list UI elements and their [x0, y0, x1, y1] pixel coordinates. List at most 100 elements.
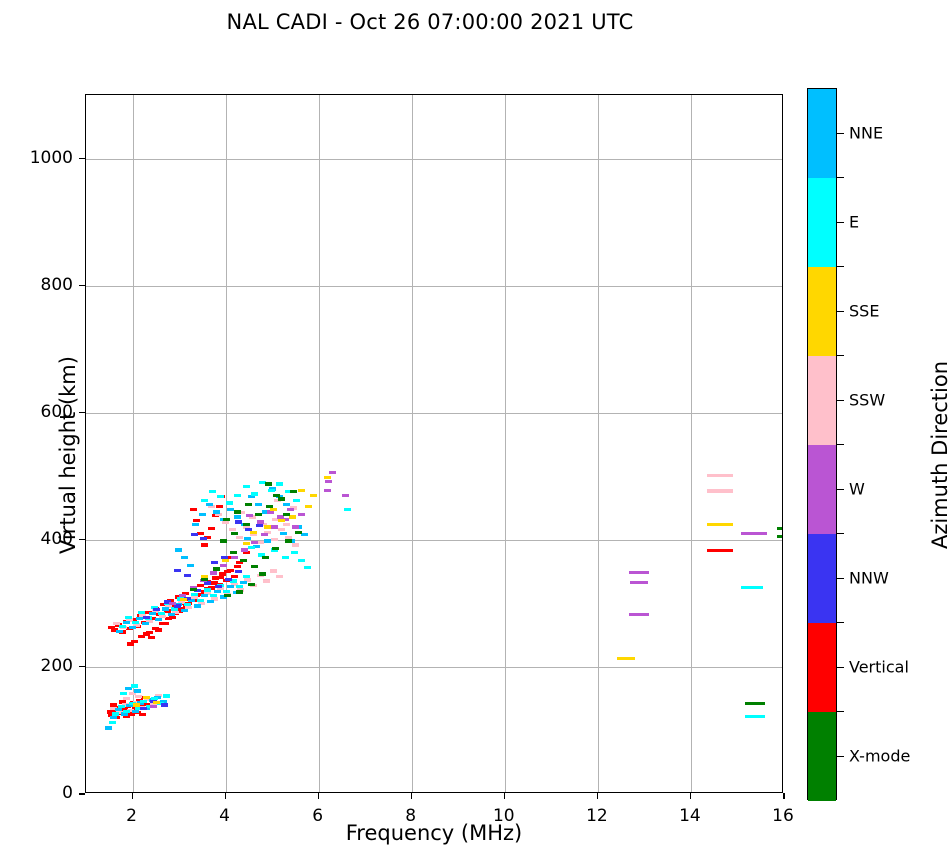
y-axis-tick: [79, 665, 85, 668]
echo-mark: [301, 533, 309, 537]
echo-trace: [629, 580, 648, 585]
echo-mark: [257, 540, 264, 545]
echo-mark: [115, 707, 123, 712]
echo-mark: [106, 710, 114, 714]
echo-mark: [201, 543, 209, 547]
echo-mark: [277, 519, 285, 523]
echo-mark: [155, 693, 163, 698]
echo-mark: [110, 707, 118, 711]
y-axis-tick-label: 1000: [29, 147, 73, 168]
colorbar-boundary-tick: [837, 533, 844, 535]
y-axis-tick: [79, 411, 85, 414]
echo-mark: [183, 596, 191, 600]
echo-trace: [706, 489, 733, 493]
echo-mark: [223, 589, 230, 593]
echo-mark: [211, 576, 219, 580]
x-axis-tick: [689, 793, 692, 799]
echo-mark: [184, 606, 192, 610]
echo-mark: [148, 611, 156, 616]
echo-mark: [239, 558, 247, 562]
echo-mark: [266, 505, 274, 509]
echo-mark: [144, 610, 152, 614]
echo-mark: [116, 629, 123, 633]
gridlines: [86, 95, 782, 792]
echo-mark: [163, 600, 171, 604]
echo-mark: [236, 585, 244, 589]
echo-trace: [744, 714, 765, 719]
echo-mark: [125, 686, 133, 691]
colorbar-label-x-mode: X-mode: [849, 746, 911, 765]
echo-mark: [259, 572, 267, 576]
echo-mark: [117, 704, 125, 708]
plot-area: [85, 94, 783, 793]
echo-mark: [226, 585, 234, 589]
echo-mark: [224, 569, 232, 574]
echo-mark: [126, 618, 134, 622]
echo-mark: [329, 470, 337, 475]
echo-mark: [243, 550, 250, 555]
x-axis-title: Frequency (MHz): [345, 821, 523, 845]
echo-mark: [269, 507, 277, 511]
echo-mark: [158, 615, 166, 619]
x-axis-tick-label: 14: [679, 806, 701, 826]
echo-mark: [132, 623, 140, 627]
echo-mark: [342, 493, 350, 497]
x-axis-tick: [503, 793, 506, 799]
echo-mark: [304, 505, 312, 509]
echo-mark: [194, 589, 202, 593]
echo-mark: [222, 520, 230, 524]
y-axis-tick-label: 400: [40, 528, 73, 549]
echo-mark: [282, 512, 290, 517]
gridline-horizontal: [86, 285, 782, 287]
y-axis-tick-label: 200: [40, 655, 73, 676]
colorbar-label-nne: NNE: [849, 123, 884, 142]
colorbar-tick: [837, 132, 844, 134]
echo-mark: [220, 563, 228, 567]
colorbar-segment: [808, 534, 836, 623]
echo-mark: [112, 712, 120, 716]
echo-mark: [224, 577, 232, 581]
echo-mark: [237, 588, 244, 592]
echo-mark: [128, 712, 136, 716]
echo-mark: [245, 528, 253, 532]
echo-mark: [244, 536, 252, 541]
echo-mark: [221, 555, 229, 560]
echo-mark: [229, 579, 237, 583]
colorbar-label-sse: SSE: [849, 301, 880, 320]
x-axis-tick: [317, 793, 320, 799]
echo-mark: [155, 617, 163, 621]
echo-mark: [325, 479, 333, 484]
echo-mark: [303, 566, 311, 570]
echo-mark: [214, 585, 222, 589]
echo-mark: [229, 550, 237, 555]
echo-mark: [189, 507, 197, 511]
echo-mark: [291, 550, 298, 555]
echo-mark: [223, 517, 230, 522]
echo-mark: [129, 691, 136, 696]
echo-mark: [247, 494, 255, 499]
echo-mark: [123, 697, 131, 701]
echo-mark: [145, 704, 153, 708]
colorbar-tick: [837, 310, 844, 312]
echo-mark: [142, 622, 150, 626]
echo-mark: [150, 704, 157, 708]
echo-mark: [118, 624, 126, 628]
x-axis-tick-label: 16: [772, 806, 794, 826]
echo-mark: [267, 488, 275, 492]
echo-mark: [175, 609, 183, 613]
echo-mark: [250, 530, 257, 534]
echo-mark: [204, 535, 212, 539]
echo-mark: [217, 494, 225, 499]
gridline-vertical: [411, 95, 413, 792]
echo-mark: [205, 502, 213, 506]
echo-mark: [189, 587, 197, 592]
echo-mark: [245, 502, 253, 506]
echo-mark: [180, 597, 188, 602]
echo-mark: [243, 541, 250, 546]
echo-mark: [168, 613, 176, 617]
echo-mark: [191, 533, 199, 537]
echo-mark: [145, 619, 153, 623]
echo-mark: [292, 498, 300, 503]
echo-mark: [109, 703, 117, 707]
echo-mark: [210, 581, 218, 585]
